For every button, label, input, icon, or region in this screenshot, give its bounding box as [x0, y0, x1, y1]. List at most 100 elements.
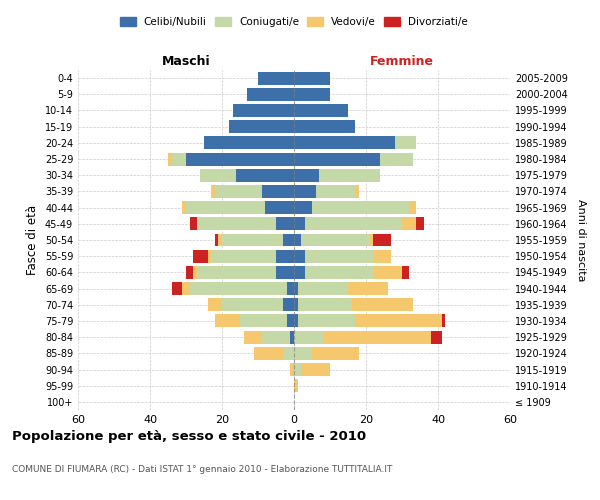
- Bar: [348, 282, 388, 295]
- Y-axis label: Anni di nascita: Anni di nascita: [576, 198, 586, 281]
- Bar: [276, 218, 294, 230]
- Bar: [294, 185, 316, 198]
- Bar: [370, 234, 373, 246]
- Bar: [298, 282, 348, 295]
- Bar: [287, 282, 294, 295]
- Bar: [193, 250, 208, 262]
- Bar: [283, 347, 294, 360]
- Bar: [319, 169, 380, 181]
- Bar: [294, 298, 298, 311]
- Bar: [186, 201, 265, 214]
- Bar: [312, 347, 359, 360]
- Bar: [373, 266, 402, 279]
- Text: Popolazione per età, sesso e stato civile - 2010: Popolazione per età, sesso e stato civil…: [12, 430, 366, 443]
- Bar: [294, 250, 305, 262]
- Bar: [240, 314, 287, 328]
- Bar: [186, 266, 193, 279]
- Bar: [186, 152, 294, 166]
- Bar: [294, 314, 298, 328]
- Bar: [294, 282, 298, 295]
- Bar: [402, 218, 416, 230]
- Bar: [222, 298, 283, 311]
- Bar: [254, 347, 283, 360]
- Bar: [244, 330, 262, 344]
- Bar: [352, 298, 413, 311]
- Bar: [182, 282, 190, 295]
- Bar: [283, 298, 294, 311]
- Bar: [409, 201, 416, 214]
- Bar: [294, 201, 312, 214]
- Bar: [294, 136, 395, 149]
- Bar: [301, 363, 330, 376]
- Bar: [218, 234, 222, 246]
- Bar: [215, 234, 218, 246]
- Bar: [294, 152, 380, 166]
- Bar: [200, 169, 236, 181]
- Bar: [294, 330, 323, 344]
- Bar: [373, 250, 391, 262]
- Bar: [258, 72, 294, 85]
- Bar: [294, 218, 305, 230]
- Bar: [294, 266, 305, 279]
- Bar: [236, 169, 294, 181]
- Bar: [287, 314, 294, 328]
- Bar: [294, 120, 355, 133]
- Bar: [290, 363, 294, 376]
- Bar: [290, 330, 294, 344]
- Bar: [402, 266, 409, 279]
- Bar: [294, 169, 319, 181]
- Bar: [204, 136, 294, 149]
- Bar: [215, 185, 262, 198]
- Bar: [262, 185, 294, 198]
- Bar: [355, 185, 359, 198]
- Bar: [305, 250, 373, 262]
- Bar: [193, 266, 197, 279]
- Bar: [395, 136, 416, 149]
- Text: Maschi: Maschi: [161, 54, 211, 68]
- Legend: Celibi/Nubili, Coniugati/e, Vedovi/e, Divorziati/e: Celibi/Nubili, Coniugati/e, Vedovi/e, Di…: [117, 14, 471, 30]
- Bar: [416, 218, 424, 230]
- Bar: [276, 266, 294, 279]
- Bar: [301, 234, 370, 246]
- Bar: [442, 314, 445, 328]
- Bar: [208, 250, 211, 262]
- Bar: [323, 330, 431, 344]
- Bar: [355, 314, 442, 328]
- Bar: [298, 298, 352, 311]
- Bar: [197, 218, 276, 230]
- Bar: [294, 88, 330, 101]
- Bar: [190, 282, 287, 295]
- Bar: [182, 201, 186, 214]
- Bar: [431, 330, 442, 344]
- Bar: [197, 266, 276, 279]
- Bar: [312, 201, 409, 214]
- Bar: [276, 250, 294, 262]
- Bar: [265, 201, 294, 214]
- Text: Femmine: Femmine: [370, 54, 434, 68]
- Bar: [222, 234, 283, 246]
- Bar: [305, 218, 402, 230]
- Bar: [211, 185, 215, 198]
- Bar: [294, 234, 301, 246]
- Bar: [208, 298, 222, 311]
- Bar: [168, 152, 172, 166]
- Bar: [283, 234, 294, 246]
- Bar: [316, 185, 355, 198]
- Bar: [294, 347, 312, 360]
- Bar: [211, 250, 276, 262]
- Y-axis label: Fasce di età: Fasce di età: [26, 205, 39, 275]
- Bar: [172, 152, 186, 166]
- Bar: [262, 330, 290, 344]
- Bar: [294, 104, 348, 117]
- Bar: [294, 363, 301, 376]
- Text: COMUNE DI FIUMARA (RC) - Dati ISTAT 1° gennaio 2010 - Elaborazione TUTTITALIA.IT: COMUNE DI FIUMARA (RC) - Dati ISTAT 1° g…: [12, 465, 392, 474]
- Bar: [215, 314, 240, 328]
- Bar: [294, 379, 298, 392]
- Bar: [305, 266, 373, 279]
- Bar: [190, 218, 197, 230]
- Bar: [233, 104, 294, 117]
- Bar: [294, 72, 330, 85]
- Bar: [247, 88, 294, 101]
- Bar: [298, 314, 355, 328]
- Bar: [380, 152, 413, 166]
